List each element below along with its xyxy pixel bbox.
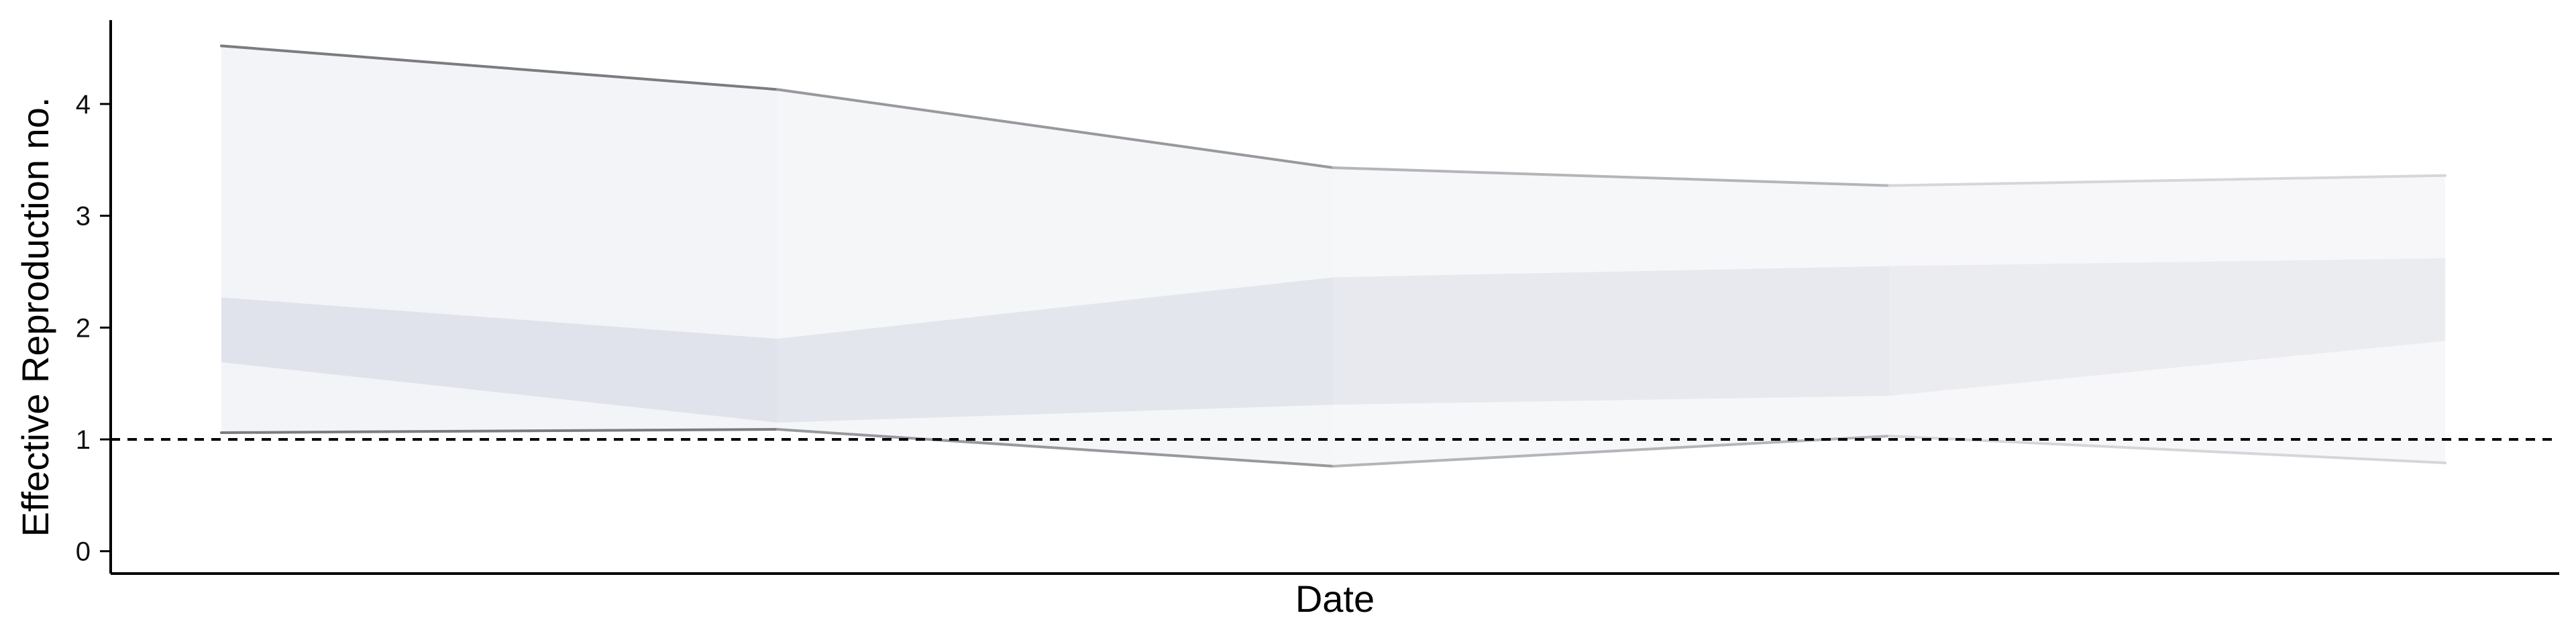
y-axis-title: Effective Reproduction no. — [14, 97, 56, 537]
interval-edge-lines — [220, 44, 2447, 468]
lower-bound-line-segment — [1332, 435, 1891, 468]
upper-bound-line-segment — [775, 88, 1335, 169]
y-tick-label: 3 — [76, 202, 91, 231]
y-tick-label: 2 — [76, 313, 91, 343]
y-tick-label: 4 — [76, 90, 91, 119]
lower-bound-line-segment — [775, 428, 1335, 468]
axes: 0 1 2 3 4 — [76, 20, 2559, 575]
y-tick-label: 1 — [76, 425, 91, 455]
lower-bound-line-segment — [220, 428, 779, 434]
credible-interval-bands — [221, 46, 2445, 467]
upper-bound-line-segment — [1888, 174, 2447, 187]
upper-bound-line-segment — [220, 44, 779, 91]
inner-band-segment — [221, 297, 777, 423]
inner-band-segment — [1333, 266, 1890, 405]
upper-bound-line-segment — [1332, 166, 1891, 187]
lower-bound-line-segment — [1888, 435, 2447, 464]
inner-band-segment — [1889, 258, 2445, 396]
inner-band-segment — [777, 277, 1334, 423]
y-tick-label: 0 — [76, 537, 91, 567]
y-axis-ticks: 0 1 2 3 4 — [76, 90, 111, 567]
x-axis-title: Date — [1295, 578, 1375, 620]
